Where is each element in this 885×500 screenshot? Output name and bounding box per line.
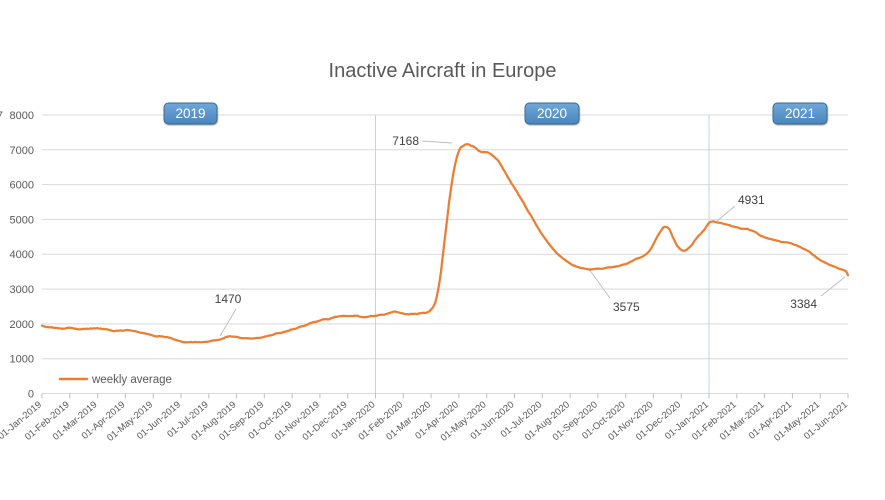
svg-text:4931: 4931 [738, 193, 765, 207]
svg-text:7000: 7000 [10, 145, 34, 157]
svg-text:8000: 8000 [10, 110, 34, 122]
svg-text:6000: 6000 [10, 180, 34, 192]
svg-text:3384: 3384 [790, 297, 817, 311]
svg-text:7168: 7168 [392, 134, 419, 148]
svg-text:2019: 2019 [175, 106, 205, 121]
svg-text:1000: 1000 [10, 354, 34, 366]
svg-text:0: 0 [28, 389, 34, 401]
svg-text:weekly average: weekly average [91, 374, 172, 386]
svg-text:2021: 2021 [785, 106, 815, 121]
svg-text:1470: 1470 [215, 292, 242, 306]
svg-text:5000: 5000 [10, 214, 34, 226]
svg-text:3575: 3575 [613, 300, 640, 314]
svg-text:4000: 4000 [10, 249, 34, 261]
svg-text:2020: 2020 [537, 106, 567, 121]
svg-text:7: 7 [0, 110, 3, 122]
svg-text:3000: 3000 [10, 284, 34, 296]
svg-text:2000: 2000 [10, 319, 34, 331]
